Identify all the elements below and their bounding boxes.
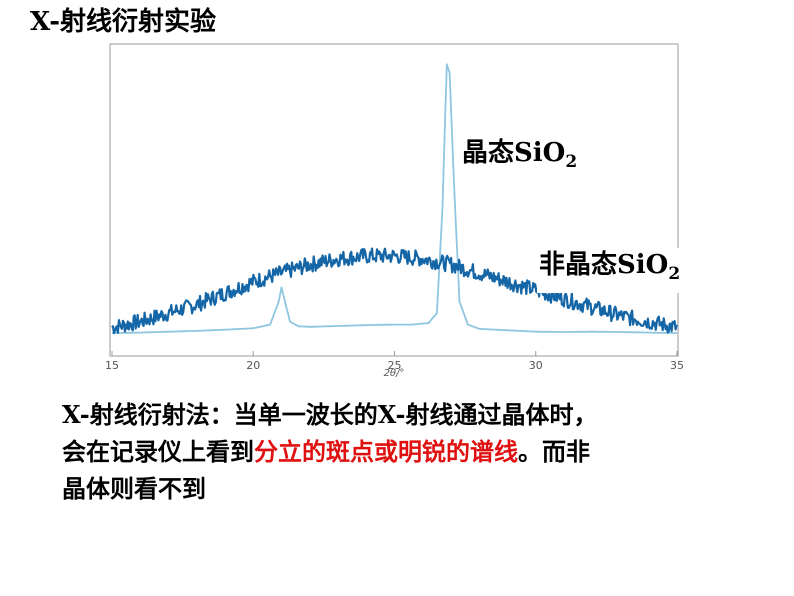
legend-label-amorphous-subscript: 2 [668,264,681,284]
xrd-chart: 15 20 25 30 35 2θ/° [105,43,684,379]
highlighted-phrase: 分立的斑点或明锐的谱线 [254,437,518,466]
slide-title: X-射线衍射实验 [30,7,217,37]
explanation-line-1: X-射线衍射法：当单一波长的X-射线通过晶体时， [62,400,598,429]
explanation-line-2: 会在记录仪上看到分立的斑点或明锐的谱线。而非 [62,433,762,470]
explanation-line-3: 晶体则看不到 [62,474,206,503]
x-tick-label-4: 35 [670,359,684,372]
series-line-amorphous [111,247,678,335]
legend-label-crystalline: 晶态SiO2 [462,138,578,177]
explanation-text: X-射线衍射法：当单一波长的X-射线通过晶体时， 会在记录仪上看到分立的斑点或明… [62,396,762,507]
x-tick-label-2: 25 [388,359,402,372]
x-axis-label: 2θ/° [384,368,405,379]
explanation-line-2-start: 会在记录仪上看到 [62,437,254,466]
series-line-crystalline [111,63,678,334]
x-tick-label-1: 20 [246,359,260,372]
series-layer [111,63,678,335]
x-tick-label-3: 30 [529,359,543,372]
explanation-line-2-end: 。而非 [518,437,590,466]
legend-label-crystalline-text: 晶态SiO [462,138,566,168]
x-axis: 15 20 25 30 35 [105,351,684,372]
legend-label-amorphous-text: 非晶态SiO [539,250,669,280]
legend-label-crystalline-subscript: 2 [565,152,578,172]
x-tick-label-0: 15 [105,359,119,372]
legend-label-amorphous: 非晶态SiO2 [537,248,685,293]
